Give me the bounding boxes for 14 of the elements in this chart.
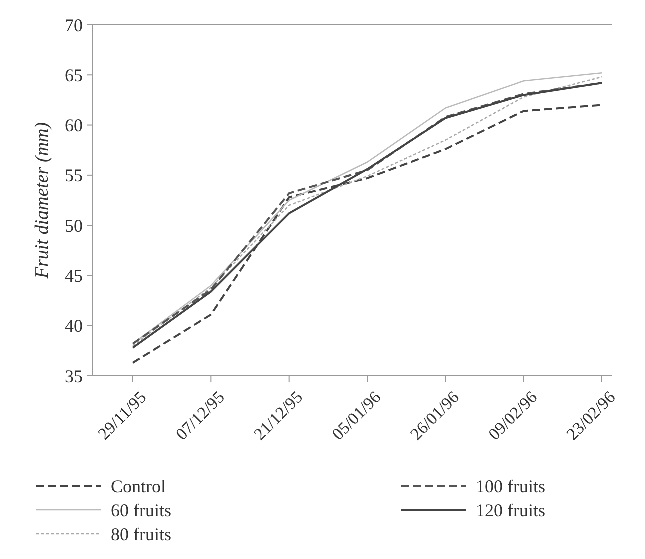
y-tick-label: 40 — [65, 316, 83, 336]
legend-label: 60 fruits — [111, 500, 172, 520]
legend-label: 120 fruits — [476, 500, 546, 520]
y-tick-label: 50 — [65, 216, 83, 236]
y-tick-label: 35 — [65, 366, 83, 386]
y-tick-label: 70 — [65, 15, 83, 36]
legend-label: Control — [111, 476, 166, 496]
legend-label: 100 fruits — [476, 476, 546, 496]
legend-label: 80 fruits — [111, 524, 172, 544]
y-tick-label: 60 — [65, 116, 83, 136]
y-tick-label: 55 — [65, 166, 83, 186]
y-axis-title: Fruit diameter (mm) — [32, 122, 53, 280]
y-tick-label: 45 — [65, 266, 83, 286]
y-tick-label: 65 — [65, 65, 83, 86]
